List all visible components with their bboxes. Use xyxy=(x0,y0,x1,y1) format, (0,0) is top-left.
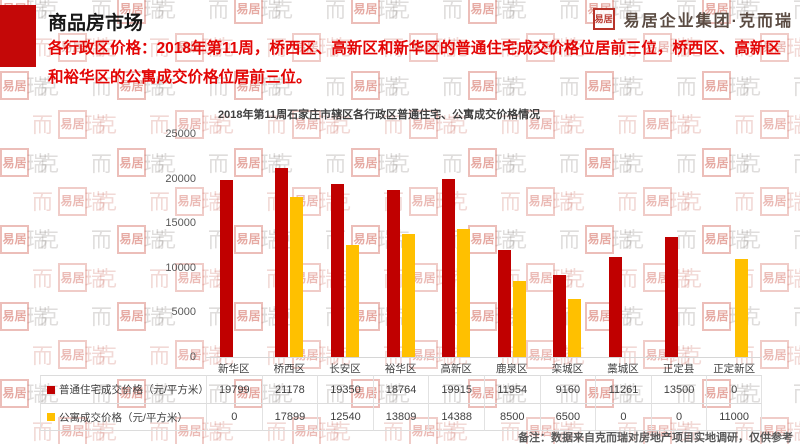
table-cell: 12540 xyxy=(317,403,373,431)
bar xyxy=(457,228,471,357)
bar-group xyxy=(373,132,429,357)
bar xyxy=(568,299,582,357)
table-cell: 17899 xyxy=(261,403,318,431)
table-cell: 6500 xyxy=(539,403,596,431)
table-cell: 18764 xyxy=(372,375,429,403)
table-cell: 14388 xyxy=(428,403,484,431)
table-cell: 0 xyxy=(650,403,707,431)
legend-swatch xyxy=(47,413,55,421)
table-cell: 13809 xyxy=(372,403,429,431)
title-accent-block xyxy=(0,5,36,67)
bar xyxy=(664,236,678,357)
bar xyxy=(219,180,233,357)
table-cell: 19915 xyxy=(428,375,484,403)
x-axis-label: 正定县 xyxy=(662,363,695,375)
page-title: 商品房市场 xyxy=(48,13,144,34)
y-axis-tick: 20000 xyxy=(165,172,196,185)
bar-group xyxy=(484,132,540,357)
bar xyxy=(608,256,622,357)
y-axis-tick: 0 xyxy=(189,351,196,363)
x-axis-line xyxy=(206,357,762,358)
footnote: 备注：数据来自克而瑞对房地产项目实地调研，仅供参考 xyxy=(518,432,793,444)
cric-seal-icon: 易居 xyxy=(592,8,615,30)
bar xyxy=(553,275,567,357)
x-axis-label: 正定新区 xyxy=(713,363,756,375)
table-cell: 13500 xyxy=(650,375,707,403)
table-cell: 11954 xyxy=(483,375,540,403)
bar-group xyxy=(206,132,262,357)
bar xyxy=(512,281,526,357)
legend-cell: 公寓成交价格（元/平方米） xyxy=(40,403,206,431)
legend-swatch xyxy=(47,385,55,394)
headline-text: 各行政区价格：2018年第11周，桥西区、高新区和新华区的普通住宅成交价格位居前… xyxy=(48,40,781,86)
table-cell: 8500 xyxy=(483,403,540,431)
bar xyxy=(330,184,344,357)
x-axis-label: 裕华区 xyxy=(384,363,417,375)
table-cell: 11000 xyxy=(706,403,762,431)
y-axis-tick: 25000 xyxy=(165,128,196,140)
table-cell: 9160 xyxy=(539,375,596,403)
bar xyxy=(290,197,304,357)
x-axis-label: 新华区 xyxy=(218,363,250,375)
bar-group xyxy=(317,132,373,357)
x-axis-label: 栾城区 xyxy=(551,363,584,375)
table-cell: 0 xyxy=(706,375,762,403)
company-logo: 易居 易居企业集团·克而瑞 xyxy=(592,7,793,31)
x-axis-label: 高新区 xyxy=(440,363,472,375)
legend-label: 普通住宅成交价格（元/平方米） xyxy=(59,384,209,396)
x-axis-label: 藁城区 xyxy=(607,363,639,375)
y-axis-tick: 10000 xyxy=(165,261,196,274)
bar xyxy=(275,168,289,357)
x-axis-label: 鹿泉区 xyxy=(496,363,528,375)
bar xyxy=(401,233,415,357)
bar-group xyxy=(262,132,318,357)
table-cell: 21178 xyxy=(261,375,318,403)
bar-group xyxy=(651,132,707,357)
bar-group xyxy=(540,132,596,357)
bar xyxy=(442,179,456,357)
y-axis-tick: 15000 xyxy=(165,217,196,230)
table-cell: 0 xyxy=(206,403,262,431)
table-cell: 19350 xyxy=(317,375,373,403)
bar xyxy=(497,250,511,357)
table-cell: 0 xyxy=(595,403,651,431)
bar xyxy=(345,245,359,357)
company-logo-text: 易居企业集团·克而瑞 xyxy=(623,13,793,30)
chart-data-table: 普通住宅成交价格（元/平方米） 19799 21178 19350 18764 19915… xyxy=(40,375,762,431)
table-cell: 11261 xyxy=(595,375,651,403)
bar xyxy=(386,189,400,357)
y-axis-tick: 5000 xyxy=(171,306,196,319)
table-cell: 19799 xyxy=(206,375,262,403)
bar xyxy=(735,258,749,357)
x-axis-label: 桥西区 xyxy=(273,363,306,375)
bar-group xyxy=(706,132,762,357)
x-axis-label: 长安区 xyxy=(329,363,361,375)
chart-title: 2018年第11周石家庄市辖区各行政区普通住宅、公寓成交价格情况 xyxy=(218,109,541,121)
legend-label: 公寓成交价格（元/平方米） xyxy=(59,411,188,424)
bar-group xyxy=(595,132,651,357)
legend-cell: 普通住宅成交价格（元/平方米） xyxy=(40,375,209,403)
bar-group xyxy=(428,132,484,357)
